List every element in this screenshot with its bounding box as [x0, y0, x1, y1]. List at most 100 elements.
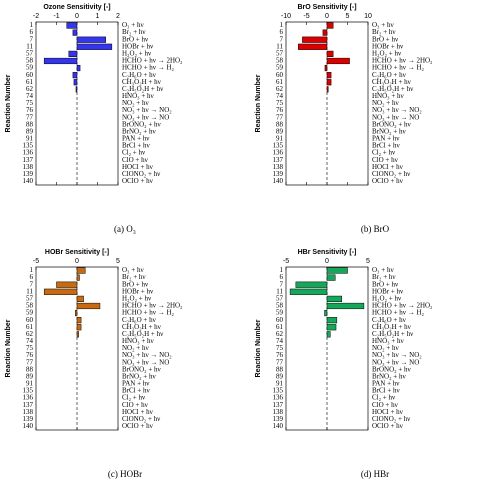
- bar: [326, 86, 329, 93]
- plot-frame: [35, 266, 119, 431]
- reaction-label: NO₂ + hν: [122, 99, 149, 107]
- chart-title: Ozone Sensitivity [-]: [43, 4, 110, 11]
- bar: [56, 281, 78, 288]
- reaction-label: ClONO₂ + hν: [372, 170, 410, 178]
- y-tick-label: 140: [23, 422, 34, 430]
- y-tick-label: 137: [273, 401, 284, 409]
- y-tick-label: 11: [26, 42, 33, 50]
- y-tick-label: 60: [26, 316, 34, 324]
- reaction-label: C₂H₅O₂H + hν: [372, 330, 413, 338]
- y-tick-label: 74: [26, 337, 34, 345]
- bar: [326, 50, 334, 57]
- y-axis-label: Reaction Number: [255, 319, 262, 377]
- reaction-label: HOCl + hν: [372, 408, 403, 416]
- y-tick-label: 7: [280, 280, 284, 288]
- reaction-label: HCHO + hν → 2HO₂: [122, 302, 183, 310]
- y-tick-label: 58: [26, 302, 34, 310]
- y-tick-label: 89: [276, 127, 284, 135]
- caption: (a) O₃: [114, 224, 136, 234]
- bar: [76, 302, 101, 310]
- bar: [43, 288, 78, 295]
- y-tick-label: 88: [26, 120, 34, 128]
- bar: [72, 72, 78, 79]
- bar: [302, 36, 328, 43]
- y-tick-label: 138: [23, 163, 34, 171]
- reaction-label: BrNO₂ + hν: [372, 127, 406, 135]
- y-tick-label: 75: [276, 344, 284, 352]
- bar: [326, 295, 343, 302]
- bar: [43, 57, 78, 65]
- y-tick-label: 91: [276, 380, 284, 388]
- y-tick-label: 135: [273, 142, 284, 150]
- y-tick-label: 6: [30, 28, 34, 36]
- reaction-label: HCHO + hν → H₂: [122, 64, 175, 72]
- reaction-label: OClO + hν: [372, 177, 403, 185]
- y-tick-label: 76: [276, 106, 284, 114]
- reaction-label: NO₃ + hν → NO: [122, 358, 169, 366]
- y-tick-label: 1: [280, 21, 284, 29]
- bar: [326, 274, 336, 281]
- y-tick-label: 74: [276, 92, 284, 100]
- reaction-label: PAN + hν: [372, 135, 399, 143]
- y-tick-label: 61: [26, 323, 34, 331]
- y-tick-label: 11: [276, 42, 283, 50]
- y-tick-label: 137: [273, 156, 284, 164]
- bar: [289, 288, 328, 295]
- y-tick-label: 59: [26, 309, 34, 317]
- reaction-label: NO₃ + hν → NO₂: [122, 351, 172, 359]
- reaction-label: NO₂ + hν: [372, 344, 399, 352]
- bar: [295, 281, 328, 288]
- x-tick-label: 1: [96, 13, 100, 20]
- plot-frame: [285, 21, 369, 186]
- reaction-label: HNO₃ + hν: [372, 92, 404, 100]
- y-tick-label: 139: [273, 170, 284, 178]
- y-tick-label: 11: [276, 287, 283, 295]
- plot-frame: [35, 21, 119, 186]
- reaction-label: HCHO + hν → H₂: [372, 64, 425, 72]
- y-tick-label: 62: [276, 330, 284, 338]
- reaction-label: HOBr + hν: [122, 42, 153, 50]
- reaction-label: BrCl + hν: [372, 142, 400, 150]
- bar: [324, 309, 328, 317]
- reaction-label: NO₃ + hν → NO₂: [372, 106, 422, 114]
- reaction-label: BrNO₂ + hν: [122, 127, 156, 135]
- chart-title: HOBr Sensitivity [-]: [45, 249, 109, 256]
- bar: [298, 43, 328, 50]
- reaction-label: NO₃ + hν → NO₂: [122, 106, 172, 114]
- y-tick-label: 75: [26, 99, 34, 107]
- y-tick-label: 88: [276, 120, 284, 128]
- y-tick-label: 136: [273, 149, 284, 157]
- bar: [76, 317, 82, 324]
- reaction-label: HCHO + hν → 2HO₂: [372, 57, 433, 65]
- bar: [76, 274, 80, 281]
- reaction-label: O₃ + hν: [372, 21, 394, 29]
- y-tick-label: 61: [26, 78, 34, 86]
- y-tick-label: 57: [26, 295, 34, 303]
- x-tick-label: -2: [33, 13, 39, 20]
- caption: (c) HOBr: [108, 469, 142, 479]
- y-axis-label: Reaction Number: [5, 74, 12, 132]
- reaction-label: NO₃ + hν → NO: [372, 113, 419, 121]
- y-tick-label: 88: [276, 365, 284, 373]
- reaction-label: CH₃O₂H + hν: [122, 78, 161, 86]
- reaction-label: H₂O₂ + hν: [372, 295, 401, 303]
- y-axis-label: Reaction Number: [5, 319, 12, 377]
- reaction-label: ClO + hν: [372, 401, 398, 409]
- bar: [76, 267, 86, 274]
- y-axis-label: Reaction Number: [255, 74, 262, 132]
- reaction-label: HOBr + hν: [372, 42, 403, 50]
- reaction-label: Br₂ + hν: [122, 273, 146, 281]
- y-tick-label: 75: [276, 99, 284, 107]
- reaction-label: C₂H₆O + hν: [122, 71, 156, 79]
- y-tick-label: 62: [276, 85, 284, 93]
- reaction-label: HNO₃ + hν: [122, 337, 154, 345]
- y-tick-label: 1: [30, 21, 34, 29]
- y-tick-label: 89: [276, 372, 284, 380]
- x-tick-label: 5: [116, 258, 120, 265]
- reaction-label: CH₃O₂H + hν: [372, 323, 411, 331]
- reaction-label: Cl₂ + hν: [122, 149, 145, 157]
- x-tick-label: -10: [281, 13, 291, 20]
- y-tick-label: 59: [26, 64, 34, 72]
- reaction-label: NO₂ + hν: [122, 344, 149, 352]
